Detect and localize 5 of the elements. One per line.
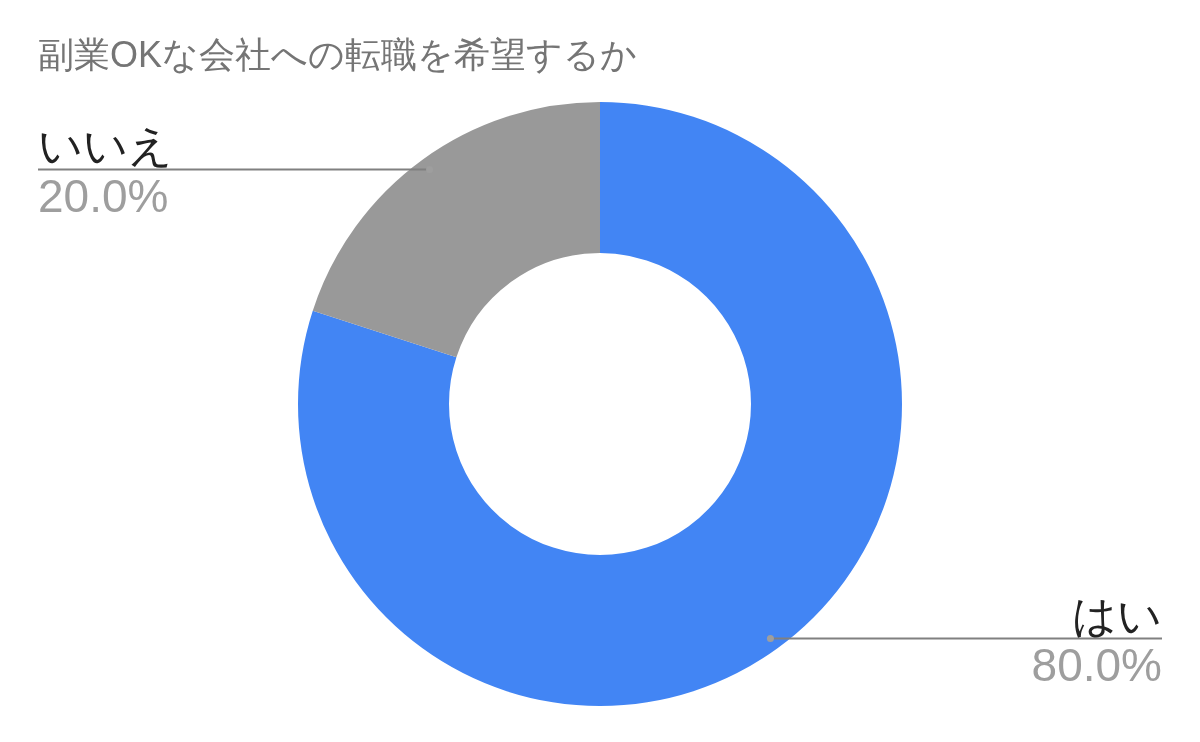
slice-label: はい [1072,590,1162,640]
chart-title: 副業OKな会社への転職を希望するか [38,34,638,76]
data-label: 20.0% [38,170,169,223]
slice-label: いいえ [38,121,173,171]
data-label: 80.0% [1031,639,1162,692]
